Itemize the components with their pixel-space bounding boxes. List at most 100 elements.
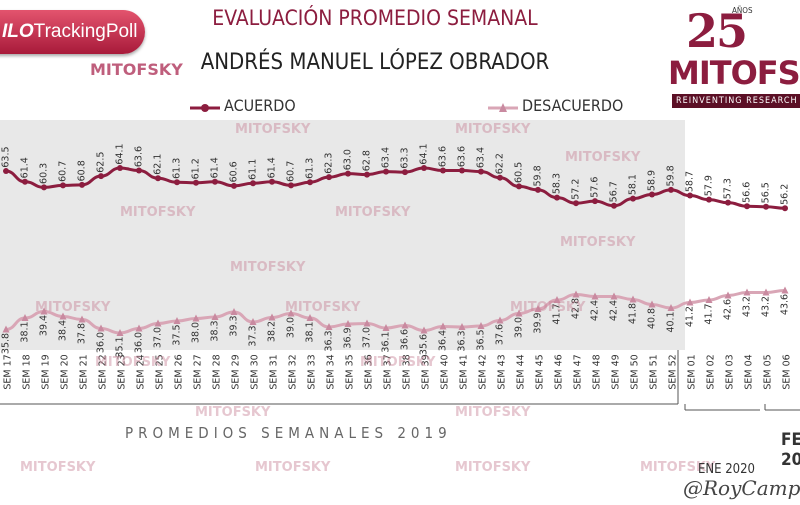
desacuerdo-point [382, 324, 390, 331]
desacuerdo-point [572, 290, 580, 298]
data-label-acuerdo: 58.3 [552, 173, 563, 194]
badge-suffix: TrackingPoll [33, 21, 138, 42]
data-label-desacuerdo: 38.0 [191, 322, 202, 343]
desacuerdo-point [686, 298, 694, 306]
x-tick-label: SEM 50 [630, 354, 641, 389]
desacuerdo-point [458, 323, 466, 330]
acuerdo-point [440, 167, 446, 174]
data-label-acuerdo: 63.5 [1, 146, 12, 167]
acuerdo-point [554, 194, 560, 201]
desacuerdo-point [363, 319, 371, 327]
chart-title: EVALUACIÓN PROMEDIO SEMANAL [212, 6, 538, 30]
x-tick-label: SEM 21 [79, 354, 90, 389]
acuerdo-point [421, 165, 427, 171]
data-label-acuerdo: 60.7 [286, 161, 297, 182]
x-tick-label: SEM 35 [345, 354, 356, 389]
legend-acuerdo-label: ACUERDO [224, 96, 296, 115]
data-label-desacuerdo: 42.4 [590, 300, 601, 321]
data-label-acuerdo: 63.6 [438, 146, 449, 167]
month-label-feb: FEB2020 [781, 430, 800, 470]
x-tick-label: SEM 27 [193, 354, 204, 389]
desacuerdo-point [116, 329, 124, 336]
data-label-desacuerdo: 38.1 [305, 321, 316, 342]
data-label-desacuerdo: 40.1 [666, 311, 677, 332]
axis-group-label: PROMEDIOS SEMANALES 2019 [125, 424, 452, 442]
x-tick-label: SEM 17 [3, 354, 14, 389]
acuerdo-point [668, 186, 674, 193]
data-label-acuerdo: 56.7 [609, 181, 620, 202]
desacuerdo-point [154, 319, 162, 327]
tracking-poll-badge: ILOTrackingPoll [0, 10, 145, 54]
desacuerdo-point [287, 309, 295, 317]
acuerdo-point [744, 203, 750, 210]
desacuerdo-point [401, 321, 409, 329]
acuerdo-point [649, 191, 655, 198]
desacuerdo-point [667, 304, 675, 311]
desacuerdo-point [553, 296, 561, 303]
desacuerdo-point [610, 292, 618, 300]
data-label-desacuerdo: 43.2 [742, 296, 753, 317]
acuerdo-point [174, 179, 180, 186]
data-label-acuerdo: 62.1 [153, 154, 164, 175]
logo-name: MITOFSKY [668, 54, 800, 92]
acuerdo-point [269, 178, 275, 185]
data-label-acuerdo: 63.6 [457, 146, 468, 167]
acuerdo-point [345, 170, 351, 177]
plot-band [0, 120, 685, 350]
data-label-desacuerdo: 36.6 [400, 329, 411, 350]
desacuerdo-point [78, 315, 86, 323]
x-tick-label: SEM 20 [60, 354, 71, 389]
data-label-desacuerdo: 39.3 [229, 315, 240, 336]
acuerdo-point [402, 169, 408, 176]
data-label-desacuerdo: 37.8 [77, 323, 88, 344]
x-tick-label: SEM 33 [307, 354, 318, 389]
data-label-acuerdo: 60.5 [514, 162, 525, 183]
x-tick-label: SEM 49 [611, 354, 622, 389]
data-label-acuerdo: 57.6 [590, 177, 601, 198]
x-tick-label: SEM 39 [421, 354, 432, 389]
desacuerdo-point [325, 323, 333, 330]
data-label-desacuerdo: 39.0 [514, 317, 525, 338]
data-label-acuerdo: 61.4 [210, 157, 221, 178]
data-label-acuerdo: 58.1 [628, 174, 639, 195]
desacuerdo-point [230, 308, 238, 315]
data-label-desacuerdo: 38.1 [20, 321, 31, 342]
legend-desacuerdo-label: DESACUERDO [522, 96, 624, 115]
x-tick-label: SEM 43 [497, 354, 508, 389]
acuerdo-point [79, 181, 85, 188]
acuerdo-point [193, 179, 199, 186]
data-label-desacuerdo: 36.3 [324, 330, 335, 351]
logo-tagline: REINVENTING RESEARCH [672, 94, 800, 108]
acuerdo-point [516, 183, 522, 190]
data-label-acuerdo: 56.6 [742, 182, 753, 203]
desacuerdo-point [439, 322, 447, 330]
legend-acuerdo: ACUERDO [190, 96, 296, 115]
logo-number: 25 [686, 4, 748, 58]
data-label-acuerdo: 61.2 [191, 158, 202, 179]
acuerdo-point [782, 205, 788, 212]
desacuerdo-point [21, 314, 29, 321]
data-label-acuerdo: 60.8 [77, 160, 88, 181]
mitofsky-logo: 25 AÑOS MITOFSKY REINVENTING RESEARCH [668, 4, 800, 114]
data-label-acuerdo: 63.6 [134, 146, 145, 167]
x-tick-label: SEM 36 [364, 354, 375, 389]
x-tick-label: SEM 44 [516, 354, 527, 389]
data-label-desacuerdo: 36.0 [134, 332, 145, 353]
x-tick-label: SEM 05 [763, 354, 774, 389]
logo-anos: AÑOS [732, 6, 753, 15]
data-label-acuerdo: 62.8 [362, 150, 373, 171]
acuerdo-point [535, 186, 541, 193]
chart-subtitle: ANDRÉS MANUEL LÓPEZ OBRADOR [200, 50, 550, 75]
data-label-acuerdo: 57.2 [571, 179, 582, 200]
legend-desacuerdo: DESACUERDO [488, 96, 623, 115]
acuerdo-point [459, 167, 465, 174]
data-label-acuerdo: 64.1 [115, 143, 126, 164]
x-tick-label: SEM 45 [535, 354, 546, 389]
data-label-acuerdo: 56.5 [761, 182, 772, 203]
x-tick-label: SEM 42 [478, 354, 489, 389]
data-label-acuerdo: 62.2 [495, 153, 506, 174]
data-label-acuerdo: 61.3 [305, 158, 316, 179]
data-label-desacuerdo: 38.4 [58, 320, 69, 341]
x-tick-label: SEM 34 [326, 354, 337, 389]
